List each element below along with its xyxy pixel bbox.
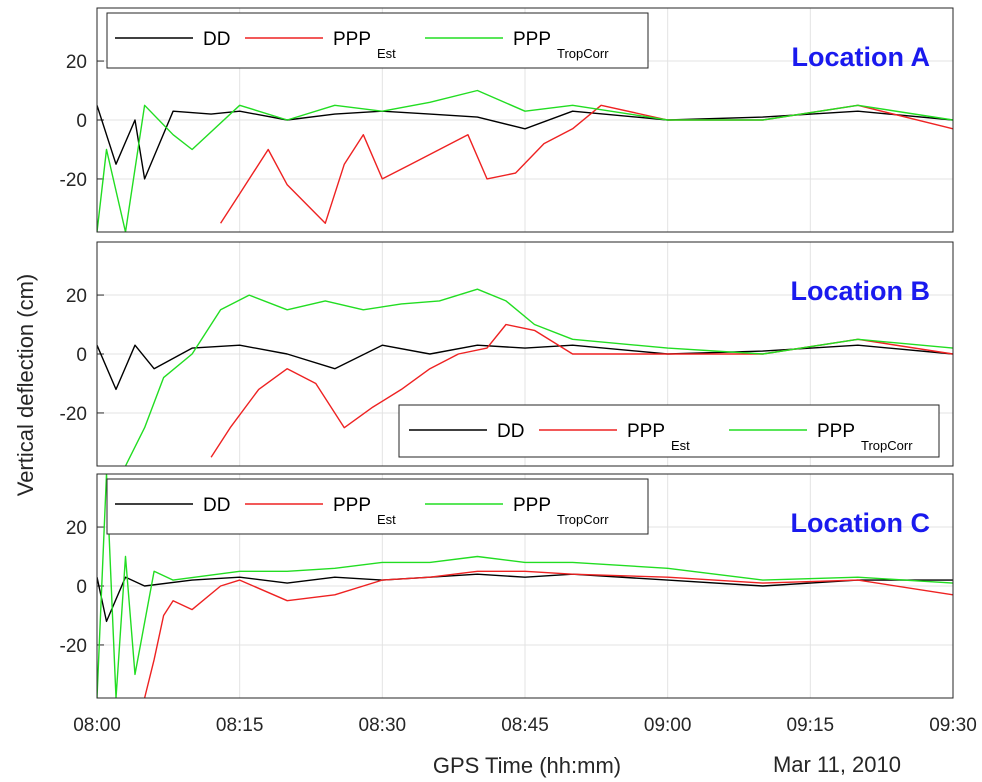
legend-label: PPP: [333, 495, 371, 516]
panel-2: -20 0 20 Location B DD PPP Est PPP TropCorr: [60, 241, 954, 467]
legend-label-subscript: Est: [377, 512, 396, 527]
legend-label-subscript: Est: [377, 46, 396, 61]
legend-label: PPP: [817, 421, 855, 442]
legend-label-subscript: TropCorr: [861, 438, 913, 453]
x-tick-label: 08:00: [73, 715, 121, 736]
series-line-ppp-tropcorr: [124, 288, 953, 466]
series-line-ppp-tropcorr: [97, 474, 953, 698]
y-tick-label: 0: [76, 345, 87, 366]
y-tick-label: -20: [60, 404, 87, 425]
x-tick-label: 08:30: [359, 715, 407, 736]
y-tick-label: 20: [66, 286, 87, 307]
x-axis-ticks: 08:00 08:15 08:30 08:45 09:00 09:15 09:30: [73, 715, 977, 736]
legend-box: [106, 12, 649, 69]
legend-label: DD: [203, 495, 230, 516]
x-tick-label: 09:15: [787, 715, 835, 736]
x-tick-label: 09:30: [929, 715, 977, 736]
panel-1: -20 0 20 Location A DD PPP Est PPP TropCorr: [60, 7, 954, 233]
y-tick-label: 0: [76, 577, 87, 598]
series-line-dd: [97, 344, 953, 391]
x-tick-label: 08:45: [501, 715, 549, 736]
series-group: [97, 474, 953, 698]
legend-label: DD: [497, 421, 524, 442]
y-tick-label: -20: [60, 170, 87, 191]
series-line-ppp-est: [210, 323, 953, 458]
y-axis-label: Vertical deflection (cm): [13, 274, 38, 497]
legend: DD PPP Est PPP TropCorr: [106, 478, 649, 535]
legend-box: [106, 478, 649, 535]
legend-label: PPP: [627, 421, 665, 442]
legend: DD PPP Est PPP TropCorr: [398, 404, 940, 458]
legend-label: PPP: [513, 29, 551, 50]
axes-box: [96, 473, 954, 699]
x-tick-label: 09:00: [644, 715, 692, 736]
y-tick-label: 0: [76, 111, 87, 132]
legend-box: [398, 404, 940, 458]
date-label: Mar 11, 2010: [773, 752, 901, 777]
panel-3: -20 0 20 Location C DD PPP Est PPP TropCorr: [60, 473, 954, 699]
legend-label-subscript: TropCorr: [557, 512, 609, 527]
y-tick-label: -20: [60, 636, 87, 657]
legend-label: PPP: [513, 495, 551, 516]
x-axis-label: GPS Time (hh:mm): [433, 753, 621, 778]
panel-title: Location C: [791, 508, 931, 538]
y-tick-label: 20: [66, 52, 87, 73]
series-group: [97, 288, 953, 466]
legend-label: PPP: [333, 29, 371, 50]
panels: -20 0 20 Location A DD PPP Est PPP TropCorr -20 0 2…: [60, 7, 954, 699]
x-tick-label: 08:15: [216, 715, 264, 736]
y-tick-label: 20: [66, 518, 87, 539]
series-line-ppp-est: [143, 570, 953, 698]
series-group: [97, 89, 953, 232]
axes-box: [96, 7, 954, 233]
panel-title: Location B: [791, 276, 931, 306]
axes-box: [96, 241, 954, 467]
legend-label: DD: [203, 29, 230, 50]
legend-label-subscript: TropCorr: [557, 46, 609, 61]
legend-label-subscript: Est: [671, 438, 690, 453]
panel-title: Location A: [792, 42, 931, 72]
legend: DD PPP Est PPP TropCorr: [106, 12, 649, 69]
series-line-ppp-est: [220, 104, 953, 224]
series-line-ppp-tropcorr: [97, 89, 953, 232]
